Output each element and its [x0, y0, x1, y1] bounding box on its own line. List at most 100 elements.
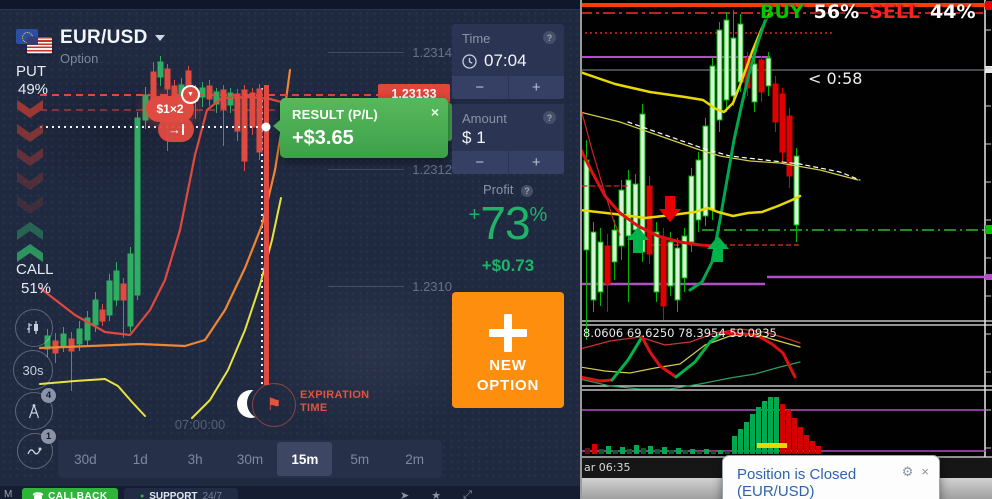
compass-icon [28, 403, 40, 418]
expiration-line1: EXPIRATION [300, 389, 370, 401]
fullscreen-icon[interactable]: ⤢ [463, 489, 472, 499]
expiration-time-label: EXPIRATION TIME [300, 389, 369, 415]
amount-panel: Amount ? $ 1 − + [452, 104, 564, 174]
candle-countdown: < 0:58 [808, 69, 863, 88]
time-label: Time [462, 31, 491, 46]
candle-interval-button[interactable]: 30s [13, 350, 53, 390]
asset-pair-label: EUR/USD [60, 27, 148, 48]
new-option-line2: OPTION [476, 377, 540, 394]
trade-exit-marker: → [158, 117, 194, 142]
timeframe-1d[interactable]: 1d [132, 451, 148, 467]
close-icon[interactable]: × [430, 104, 439, 120]
option-platform-panel: 1.2314 1.2312 1.2310 EUR/USD Option PUT 49… [0, 0, 580, 499]
profit-label: Profit [483, 182, 514, 197]
instrument-type-label: Option [60, 51, 99, 66]
price-axis-label: 1.2310 [328, 279, 452, 294]
us-flag-icon [27, 37, 52, 54]
phone-icon: ☎ [32, 490, 45, 499]
time-stepper: − + [452, 76, 564, 99]
time-value-row: 07:04 [462, 51, 527, 71]
help-icon[interactable]: ? [543, 111, 556, 124]
result-tooltip: RESULT (P/L) +$3.65 × [273, 98, 448, 158]
support-hours: 24/7 [202, 490, 223, 499]
amount-minus-button[interactable]: − [452, 151, 508, 174]
bottom-taskbar: M ☎ CALLBACK ● SUPPORT 24/7 ➤ ★ ⤢ [0, 486, 580, 499]
put-label: PUT [16, 63, 46, 80]
sell-label: SELL [869, 1, 921, 23]
timeframe-30m[interactable]: 30m [236, 451, 264, 467]
indicator-line-icon [27, 447, 42, 455]
profit-amount: +$0.73 [481, 256, 535, 275]
settings-icon[interactable]: ⚙ [901, 464, 914, 479]
support-button[interactable]: ● SUPPORT 24/7 [124, 488, 238, 499]
profit-percentage: +73% [452, 196, 564, 250]
price-axis-label: 1.2314 [328, 45, 452, 60]
amount-stepper: − + [452, 151, 564, 174]
timeframe-2m[interactable]: 2m [405, 451, 424, 467]
asset-selector[interactable]: EUR/USD [60, 27, 165, 49]
chevron-down-icon [154, 34, 165, 41]
profit-label-row: Profit ? [452, 182, 564, 197]
online-dot-icon: ● [139, 492, 145, 499]
call-percentage: 51% [21, 280, 52, 297]
timeframe-5m[interactable]: 5m [350, 451, 370, 467]
drawings-count-badge: 4 [41, 388, 56, 403]
position-closed-popup: Position is Closed (EUR/USD) Result (P/L… [722, 455, 940, 499]
call-label: CALL [16, 261, 54, 278]
exit-arrow-icon: → [168, 122, 181, 137]
time-panel: Time ? 07:04 − + [452, 24, 564, 99]
result-title: RESULT (P/L) [292, 107, 378, 122]
metatrader-panel: BUY 56% SELL 44% < 0:58 8.0606 69.6250 7… [580, 0, 992, 499]
time-plus-button[interactable]: + [508, 76, 564, 99]
time-axis-label: 07:00:00 [174, 417, 226, 432]
help-icon[interactable]: ? [543, 31, 556, 44]
amount-label: Amount [462, 111, 507, 126]
time-minus-button[interactable]: − [452, 76, 508, 99]
callback-button[interactable]: ☎ CALLBACK [22, 488, 118, 499]
timeframe-30d[interactable]: 30d [74, 451, 97, 467]
new-option-line1: NEW [489, 357, 527, 374]
close-icon[interactable]: × [921, 464, 929, 479]
time-axis-label: ar 06:35 [584, 461, 631, 474]
currency-symbol: $ [462, 128, 472, 147]
help-icon[interactable]: ? [520, 184, 533, 197]
indicators-button[interactable] [17, 433, 53, 469]
drawing-tools-button[interactable] [15, 392, 53, 430]
plus-icon [489, 314, 527, 352]
indicators-count-badge: 1 [41, 429, 56, 444]
window-top-strip [0, 0, 580, 10]
exit-bar-icon [182, 124, 184, 135]
amount-value-row[interactable]: $ 1 [462, 128, 486, 148]
timeframe-bar: 30d 1d 3h 30m 15m 5m 2m [58, 440, 442, 478]
profit-plus-sign: + [468, 204, 481, 226]
taskbar-edge-label: M [4, 489, 13, 499]
oscillator-values: 8.0606 69.6250 78.3954 59.0935 [583, 326, 777, 340]
star-icon[interactable]: ★ [431, 490, 442, 499]
timeframe-3h[interactable]: 3h [187, 451, 203, 467]
time-value: 07:04 [484, 51, 527, 70]
support-label: SUPPORT [149, 490, 198, 499]
mt-chart-canvas [582, 0, 992, 458]
candlestick-icon [27, 321, 38, 334]
chart-type-button[interactable] [15, 309, 53, 347]
price-axis-label: 1.2312 [328, 162, 452, 177]
profit-unit: % [529, 204, 548, 226]
expiration-line2: TIME [300, 402, 328, 414]
popup-title: Position is Closed (EUR/USD) [737, 466, 857, 499]
profit-number: 73 [480, 197, 530, 249]
amount-plus-button[interactable]: + [508, 151, 564, 174]
new-option-button[interactable]: NEW OPTION [452, 292, 564, 408]
callback-label: CALLBACK [48, 490, 108, 499]
amount-value: 1 [476, 128, 486, 147]
taskbar-icons: ➤ ★ ⤢ [400, 489, 472, 499]
cursor-icon[interactable]: ➤ [400, 490, 410, 499]
timeframe-15m[interactable]: 15m [277, 442, 333, 476]
clock-icon [462, 53, 477, 69]
buy-percentage: 56% [813, 1, 860, 23]
result-value: +$3.65 [292, 127, 354, 149]
sell-percentage: 44% [930, 1, 976, 23]
tooltip-tail [273, 120, 280, 132]
expiration-flag-icon: ⚑ [252, 383, 296, 427]
sentiment-indicator: BUY 56% SELL 44% [760, 1, 976, 23]
